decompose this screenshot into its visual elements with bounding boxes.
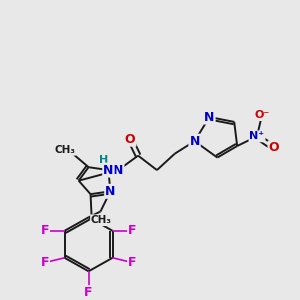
Text: N: N <box>189 135 200 148</box>
Text: CH₃: CH₃ <box>54 145 75 155</box>
Text: CH₃: CH₃ <box>91 215 112 225</box>
Text: F: F <box>128 224 137 237</box>
Text: N⁺: N⁺ <box>249 131 265 141</box>
Text: F: F <box>84 286 93 299</box>
Text: F: F <box>40 256 49 269</box>
Text: N: N <box>204 111 214 124</box>
Text: O: O <box>268 141 279 154</box>
Text: N: N <box>105 185 116 198</box>
Text: N: N <box>103 164 114 177</box>
Text: O: O <box>125 133 136 146</box>
Text: F: F <box>128 256 137 269</box>
Text: F: F <box>40 224 49 237</box>
Text: H: H <box>99 155 108 165</box>
Text: N: N <box>113 164 124 177</box>
Text: O⁻: O⁻ <box>254 110 270 120</box>
